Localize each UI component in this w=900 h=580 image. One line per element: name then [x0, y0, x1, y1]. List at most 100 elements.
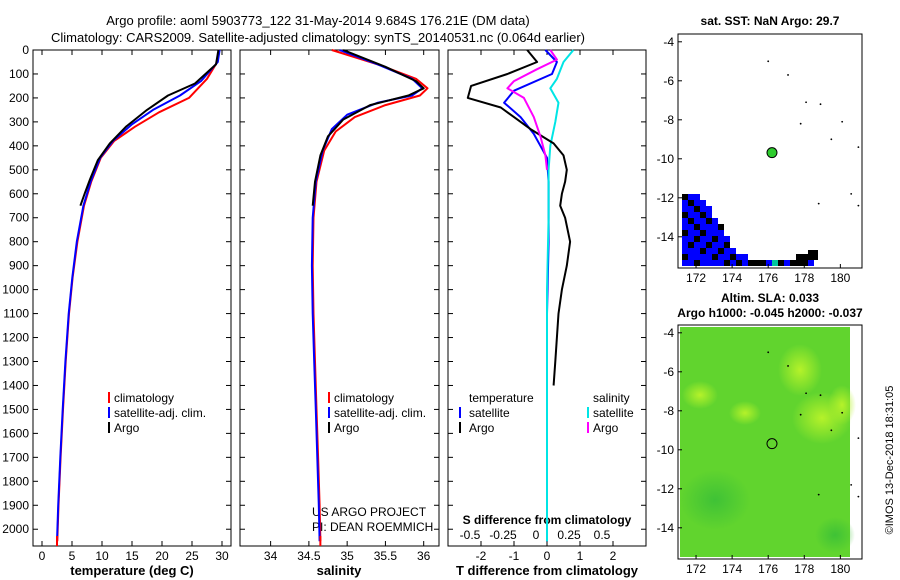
sst-cell — [808, 260, 814, 266]
float-dot — [787, 365, 789, 367]
sst-cell — [802, 254, 808, 260]
sst-cell — [718, 254, 724, 260]
sst-cell — [718, 248, 724, 254]
sst-cell — [742, 260, 748, 266]
sst-cell — [682, 224, 688, 230]
y-tick-label: 1600 — [2, 426, 29, 440]
map-y-tick-label: -4 — [663, 35, 674, 49]
argo-float-marker — [766, 438, 778, 450]
sst-cell — [712, 260, 718, 266]
temperature-panel: temperature (deg C) 0 5 10 15 20 25 3001002003… — [2, 43, 232, 578]
map-y-tick-label: -6 — [663, 74, 674, 88]
map-y-tick-label: -8 — [663, 404, 674, 418]
sst-cell — [694, 206, 700, 212]
temperature-xlabel: temperature (deg C) — [70, 563, 194, 578]
sst-cell — [700, 242, 706, 248]
float-dot — [819, 394, 822, 397]
map-x-tick-label: 174 — [722, 562, 742, 576]
sla-map: Altim. SLA: 0.033 Argo h1000: -0.045 h20… — [657, 291, 863, 576]
difference-panel: T difference from climatology S differen… — [447, 49, 647, 578]
sst-cell — [706, 242, 712, 248]
y-tick-label: 1900 — [2, 498, 29, 512]
sst-map-title: sat. SST: NaN Argo: 29.7 — [701, 14, 840, 28]
sst-cell — [706, 236, 712, 242]
float-dot — [787, 74, 789, 76]
sst-cells — [682, 194, 818, 266]
sst-cell — [706, 212, 712, 218]
map-y-tick-label: -14 — [657, 230, 675, 244]
sst-cell — [796, 254, 802, 260]
sst-cell — [700, 230, 706, 236]
float-dot — [857, 495, 860, 498]
sla-high-patch — [729, 401, 761, 425]
float-dot — [850, 193, 853, 195]
top-tick-label: 0 — [533, 528, 540, 542]
x-tick-label: 36 — [417, 549, 431, 563]
sst-cell — [694, 242, 700, 248]
series-line-argo — [79, 49, 220, 207]
sla-map-frame — [677, 324, 863, 560]
sst-cell — [706, 260, 712, 266]
y-tick-label: 0 — [22, 43, 29, 57]
x-tick-label: 15 — [125, 549, 139, 563]
series-line-climatology — [311, 49, 429, 542]
sst-cell — [700, 200, 706, 206]
sst-cell — [712, 218, 718, 224]
sla-high-patch — [682, 381, 718, 409]
map-x-tick-label: 174 — [722, 271, 742, 285]
map-x-tick-label: 176 — [758, 562, 778, 576]
top-tick-label: 0.5 — [594, 528, 611, 542]
sst-cell — [694, 212, 700, 218]
y-tick-label: 1300 — [2, 354, 29, 368]
sst-cell — [694, 218, 700, 224]
sst-cell — [682, 236, 688, 242]
sst-map-frame — [677, 33, 863, 269]
legend-label: satellite-adj. clim. — [114, 406, 206, 420]
y-tick-label: 700 — [9, 211, 29, 225]
sla-high-patch — [828, 385, 856, 425]
sst-cell — [706, 224, 712, 230]
sst-cell — [712, 254, 718, 260]
x-tick-label: 1 — [577, 549, 584, 563]
sst-cell — [688, 260, 694, 266]
sst-cell — [700, 212, 706, 218]
float-dot — [857, 146, 860, 149]
y-tick-label: 1000 — [2, 283, 29, 297]
sst-cell — [712, 242, 718, 248]
map-y-tick-label: -12 — [657, 191, 675, 205]
sst-cell — [688, 230, 694, 236]
sst-cell — [706, 248, 712, 254]
x-tick-label: 2 — [610, 549, 617, 563]
sst-cell — [748, 260, 754, 266]
map-x-tick-label: 180 — [830, 271, 850, 285]
sla-low-patch — [815, 517, 855, 553]
float-dot — [850, 484, 853, 486]
sst-cell — [688, 248, 694, 254]
legend-label: Argo — [469, 421, 495, 435]
sst-cell — [694, 254, 700, 260]
series-line-satellite-adj-clim- — [56, 49, 221, 542]
series-line-satellite-adj-clim- — [310, 49, 424, 542]
x-tick-label: 10 — [95, 549, 109, 563]
y-tick-label: 300 — [9, 115, 29, 129]
sst-cell — [688, 194, 694, 200]
sst-cell — [718, 242, 724, 248]
y-tick-label: 200 — [9, 91, 29, 105]
legend-label: Argo — [114, 421, 140, 435]
float-dot — [817, 202, 820, 205]
argo-float-marker — [766, 147, 778, 159]
float-dot — [799, 413, 802, 416]
series-line-t-satellite — [503, 49, 558, 542]
sst-cell — [688, 224, 694, 230]
legend-label: satellite — [593, 406, 634, 420]
float-dot — [857, 437, 860, 439]
x-tick-label: -2 — [476, 549, 487, 563]
map-y-tick-label: -10 — [657, 152, 675, 166]
sla-map-title-line2: Argo h1000: -0.045 h2000: -0.037 — [677, 306, 863, 320]
sst-cell — [700, 236, 706, 242]
map-y-tick-label: -14 — [657, 521, 675, 535]
sst-cell — [694, 194, 700, 200]
salinity-panel: salinity US ARGO PROJECT PI: DEAN ROEMMI… — [239, 49, 440, 578]
sst-cell — [724, 254, 730, 260]
top-tick-label: -0.25 — [489, 528, 517, 542]
